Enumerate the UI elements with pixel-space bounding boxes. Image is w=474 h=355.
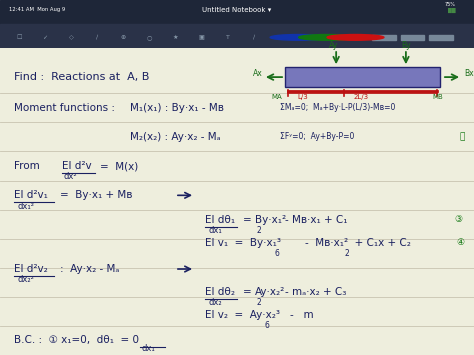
Bar: [0, 0, 474, 24]
Text: B.C. :  ① x₁=0,  dθ₁  = 0: B.C. : ① x₁=0, dθ₁ = 0: [14, 335, 139, 345]
Text: ☐: ☐: [16, 35, 22, 40]
Text: Untitled Notebook ▾: Untitled Notebook ▾: [202, 7, 272, 12]
Text: M₁(x₁) : By·x₁ - Mʙ: M₁(x₁) : By·x₁ - Mʙ: [130, 103, 224, 113]
Text: 2: 2: [257, 226, 262, 235]
Text: M₂(x₂) : Ay·x₂ - Mₐ: M₂(x₂) : Ay·x₂ - Mₐ: [130, 132, 220, 142]
Text: ✓: ✓: [42, 35, 48, 40]
FancyBboxPatch shape: [285, 67, 440, 87]
Text: - mₐ·x₂ + C₃: - mₐ·x₂ + C₃: [285, 287, 346, 297]
Text: 75%: 75%: [444, 2, 455, 7]
Text: Ay·x₂²: Ay·x₂²: [255, 287, 285, 297]
Text: ██: ██: [447, 8, 455, 13]
Bar: [0, 24, 474, 48]
Text: dx₂²: dx₂²: [18, 275, 35, 284]
Text: =: =: [243, 287, 252, 297]
Text: ④: ④: [456, 239, 464, 247]
Text: EI v₂  =  Ay·x₂³: EI v₂ = Ay·x₂³: [205, 310, 280, 320]
Text: =  By·x₁ + Mʙ: = By·x₁ + Mʙ: [60, 190, 132, 200]
Bar: [372, 34, 396, 40]
Text: dx₁: dx₁: [142, 344, 156, 353]
Text: ΣMₐ=0;  Mₐ+By·L-P(L/3)-Mʙ=0: ΣMₐ=0; Mₐ+By·L-P(L/3)-Mʙ=0: [280, 103, 395, 112]
Text: ∕: ∕: [96, 35, 98, 40]
Text: L/3: L/3: [297, 94, 308, 100]
Text: :  Ay·x₂ - Mₐ: : Ay·x₂ - Mₐ: [60, 264, 119, 274]
Text: Find :  Reactions at  A, B: Find : Reactions at A, B: [14, 72, 149, 82]
Text: By: By: [401, 40, 410, 50]
Bar: [429, 34, 453, 40]
Text: EI d²v₂: EI d²v₂: [14, 264, 48, 274]
Text: =: =: [243, 215, 252, 225]
Text: 2: 2: [345, 249, 350, 258]
Text: 2: 2: [257, 298, 262, 307]
Text: Ax: Ax: [253, 69, 263, 78]
Text: EI d²v: EI d²v: [62, 161, 91, 171]
Text: ∕: ∕: [253, 35, 255, 40]
Text: EI v₁  =  By·x₁³: EI v₁ = By·x₁³: [205, 238, 281, 248]
Text: 6: 6: [265, 321, 270, 331]
Text: ③: ③: [454, 215, 462, 224]
Text: T: T: [226, 35, 229, 40]
Bar: [401, 34, 424, 40]
Text: 6: 6: [275, 249, 280, 258]
Text: From: From: [14, 161, 40, 171]
Text: =  M(x): = M(x): [100, 161, 138, 171]
Text: ▣: ▣: [199, 35, 204, 40]
Text: Bx: Bx: [464, 69, 474, 78]
Text: ○: ○: [146, 35, 152, 40]
Text: ◇: ◇: [69, 35, 73, 40]
Text: EI d²v₁: EI d²v₁: [14, 190, 48, 200]
Text: ⊕: ⊕: [120, 35, 126, 40]
Text: Ay: Ay: [329, 40, 338, 50]
Text: dx₁: dx₁: [209, 226, 223, 235]
Text: EI dθ₁: EI dθ₁: [205, 215, 235, 225]
Text: 12:41 AM  Mon Aug 9: 12:41 AM Mon Aug 9: [9, 7, 66, 12]
Circle shape: [327, 34, 384, 40]
Text: - Mʙ·x₁ + C₁: - Mʙ·x₁ + C₁: [285, 215, 347, 225]
Text: ★: ★: [173, 35, 178, 40]
Text: MA: MA: [271, 94, 282, 100]
Text: ΣFʸ=0;  Ay+By-P=0: ΣFʸ=0; Ay+By-P=0: [280, 132, 355, 142]
Text: EI dθ₂: EI dθ₂: [205, 287, 235, 297]
Circle shape: [299, 34, 356, 40]
Text: Moment functions :: Moment functions :: [14, 103, 115, 113]
Text: dx₁²: dx₁²: [18, 202, 35, 211]
Text: dx²: dx²: [64, 173, 78, 181]
Text: MB: MB: [432, 94, 443, 100]
Text: -  Mʙ·x₁²  + C₁x + C₂: - Mʙ·x₁² + C₁x + C₂: [305, 238, 411, 248]
Text: Ⓑ: Ⓑ: [459, 132, 465, 142]
Text: 2L/3: 2L/3: [354, 94, 369, 100]
Circle shape: [270, 34, 327, 40]
Text: dx₂: dx₂: [209, 298, 223, 307]
Text: By·x₁²: By·x₁²: [255, 215, 286, 225]
Text: -   m: - m: [290, 310, 314, 320]
